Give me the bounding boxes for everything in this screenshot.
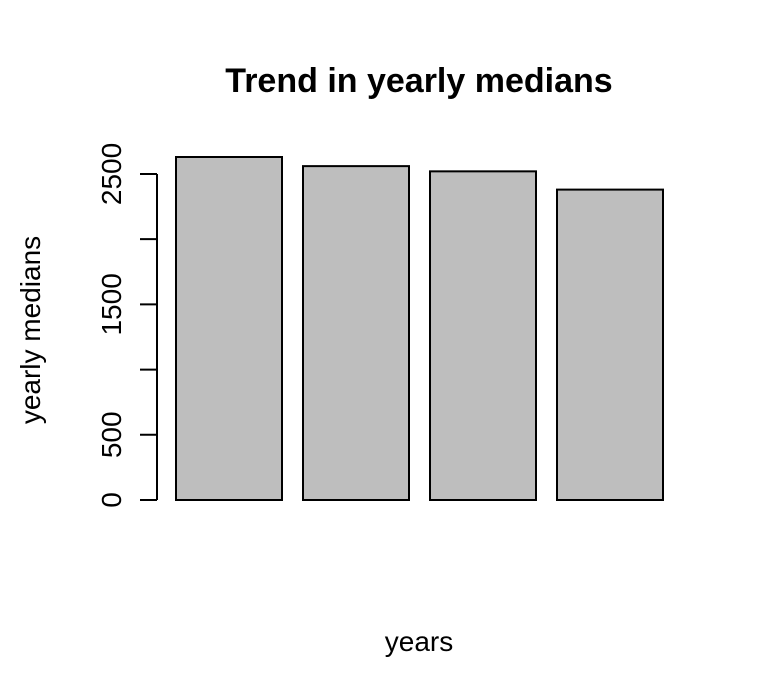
- bar-4: [556, 188, 664, 502]
- y-tick-label-1500: 1500: [96, 273, 127, 335]
- y-axis-label: yearly medians: [15, 236, 46, 424]
- y-tick-label-0: 0: [96, 492, 127, 508]
- chart-title: Trend in yearly medians: [225, 62, 612, 100]
- y-axis: 0 500 1500 2500: [96, 143, 158, 508]
- bars-group: [175, 156, 664, 502]
- y-tick-label-2500: 2500: [96, 143, 127, 205]
- y-tick-label-500: 500: [96, 411, 127, 458]
- bar-1: [175, 156, 283, 501]
- bar-2: [302, 165, 410, 501]
- x-axis-label: years: [385, 626, 453, 657]
- bar-3: [429, 170, 537, 501]
